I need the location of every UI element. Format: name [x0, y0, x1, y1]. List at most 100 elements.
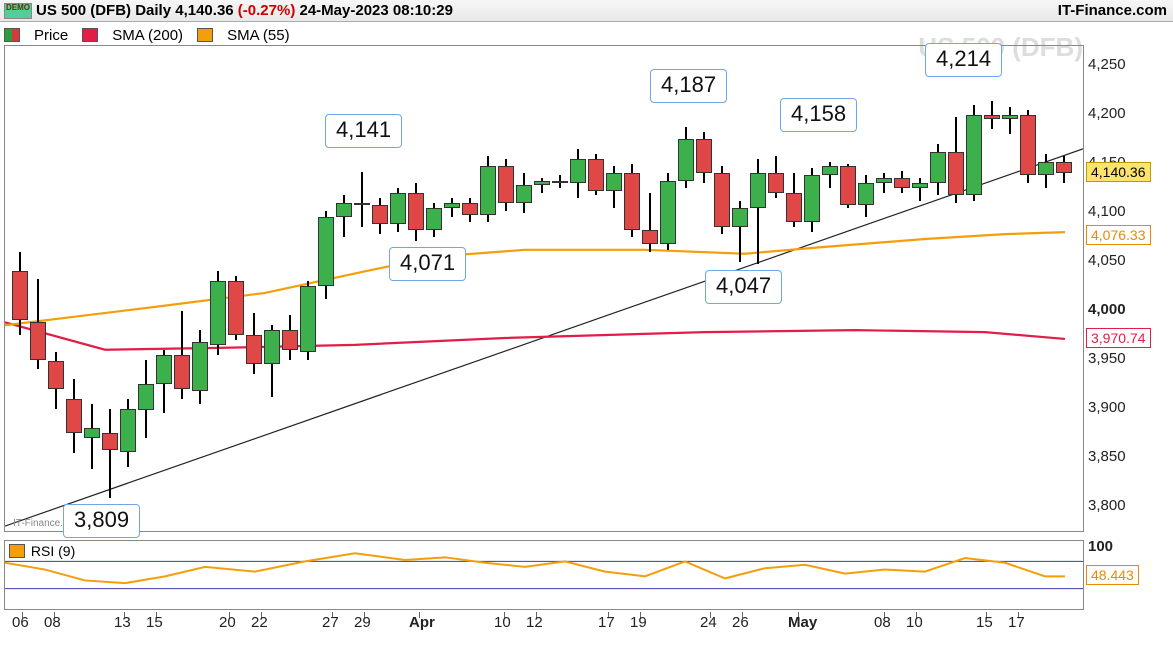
legend-sma200: SMA (200) — [112, 27, 183, 44]
x-tick-label: 08 — [874, 614, 891, 631]
candle-body — [192, 342, 208, 391]
candle-wick — [883, 173, 885, 193]
rsi-value-tag: 48.443 — [1086, 565, 1139, 585]
candle-body — [876, 178, 892, 183]
rsi-label: RSI (9) — [31, 543, 75, 559]
x-tick-label: 20 — [219, 614, 236, 631]
y-tick: 4,050 — [1088, 252, 1126, 269]
x-tick-label: 08 — [44, 614, 61, 631]
candle-body — [786, 193, 802, 222]
x-tick-label: 13 — [114, 614, 131, 631]
candle-body — [1056, 162, 1072, 174]
price-chart[interactable]: DEMO US 500 (DFB) Daily 4,140.36 (-0.27%… — [0, 0, 1173, 660]
candle-body — [138, 384, 154, 410]
x-tick-label: 22 — [251, 614, 268, 631]
candle-body — [516, 185, 532, 203]
candle-body — [246, 335, 262, 364]
candle-body — [498, 166, 514, 203]
sma55-swatch-icon — [197, 28, 213, 42]
price-callout: 4,214 — [925, 43, 1002, 77]
candle-body — [534, 181, 550, 185]
candle-body — [1020, 115, 1036, 176]
candle-body — [984, 115, 1000, 120]
legend-price: Price — [34, 27, 68, 44]
x-tick-label: 10 — [906, 614, 923, 631]
x-tick-label: 15 — [976, 614, 993, 631]
candle-body — [372, 205, 388, 225]
candle-body — [768, 173, 784, 193]
candle-body — [120, 409, 136, 452]
candle-body — [858, 183, 874, 205]
rsi-line — [5, 553, 1065, 583]
candle-body — [282, 330, 298, 350]
candle-body — [822, 166, 838, 176]
candle-body — [102, 433, 118, 450]
y-tick: 3,800 — [1088, 497, 1126, 514]
rsi-legend: RSI (9) — [9, 543, 75, 559]
candle-wick — [361, 172, 363, 227]
x-tick-label: Apr — [409, 614, 435, 631]
x-tick-label: 29 — [354, 614, 371, 631]
y-tick: 3,850 — [1088, 448, 1126, 465]
hdr-symbol: US 500 (DFB) — [36, 2, 131, 19]
hdr-tf: Daily — [135, 2, 171, 19]
candle-body — [390, 193, 406, 224]
sma55-line — [5, 232, 1065, 325]
chart-header: DEMO US 500 (DFB) Daily 4,140.36 (-0.27%… — [0, 0, 1173, 22]
candle-body — [66, 399, 82, 433]
candle-body — [354, 203, 370, 205]
price-swatch-icon — [4, 28, 20, 42]
x-tick-label: 27 — [322, 614, 339, 631]
x-tick-label: 06 — [12, 614, 29, 631]
candle-body — [696, 139, 712, 173]
candle-body — [660, 181, 676, 244]
candle-body — [300, 286, 316, 352]
candle-body — [930, 152, 946, 183]
y-tick: 4,200 — [1088, 105, 1126, 122]
price-callout: 3,809 — [63, 504, 140, 538]
y-tick: 4,000 — [1088, 301, 1126, 318]
x-tick-label: 12 — [526, 614, 543, 631]
candle-body — [606, 173, 622, 191]
candle-body — [1002, 115, 1018, 120]
candle-body — [732, 208, 748, 228]
candle-wick — [1009, 107, 1011, 134]
x-tick-label: May — [788, 614, 817, 631]
candle-body — [156, 355, 172, 384]
candle-body — [570, 159, 586, 183]
candle-body — [84, 428, 100, 438]
candle-body — [912, 183, 928, 188]
main-svg — [5, 46, 1083, 531]
hdr-ts: 24-May-2023 08:10:29 — [300, 2, 453, 19]
candle-body — [1038, 162, 1054, 176]
candle-body — [588, 159, 604, 191]
rsi-panel[interactable]: RSI (9) — [4, 540, 1084, 610]
price-callout: 4,141 — [325, 114, 402, 148]
candle-body — [552, 181, 568, 183]
candle-body — [678, 139, 694, 181]
x-tick-label: 17 — [1008, 614, 1025, 631]
candle-body — [336, 203, 352, 218]
value-tag: 3,970.74 — [1086, 328, 1151, 348]
hdr-price: 4,140.36 — [175, 2, 233, 19]
x-axis: 0608131520222729Apr101217192426May081015… — [4, 612, 1084, 656]
demo-icon: DEMO — [4, 3, 32, 19]
x-tick-label: 24 — [700, 614, 717, 631]
x-tick-label: 10 — [494, 614, 511, 631]
y-tick: 3,900 — [1088, 399, 1126, 416]
value-tag: 4,140.36 — [1086, 162, 1151, 182]
candle-body — [210, 281, 226, 345]
y-tick: 4,250 — [1088, 56, 1126, 73]
main-panel[interactable]: IT-Finance.com — [4, 45, 1084, 532]
y-axis-main: 4,2504,2004,1504,1004,0504,0003,9503,900… — [1086, 45, 1171, 532]
candle-body — [624, 173, 640, 230]
trend-line — [5, 149, 1083, 526]
candle-body — [174, 355, 190, 389]
x-tick-label: 19 — [630, 614, 647, 631]
y-axis-rsi: 10048.443 — [1086, 540, 1171, 610]
price-callout: 4,158 — [780, 98, 857, 132]
legend: Price SMA (200) SMA (55) — [4, 24, 300, 46]
candle-body — [426, 208, 442, 231]
candle-wick — [919, 178, 921, 201]
price-callout: 4,047 — [705, 270, 782, 304]
